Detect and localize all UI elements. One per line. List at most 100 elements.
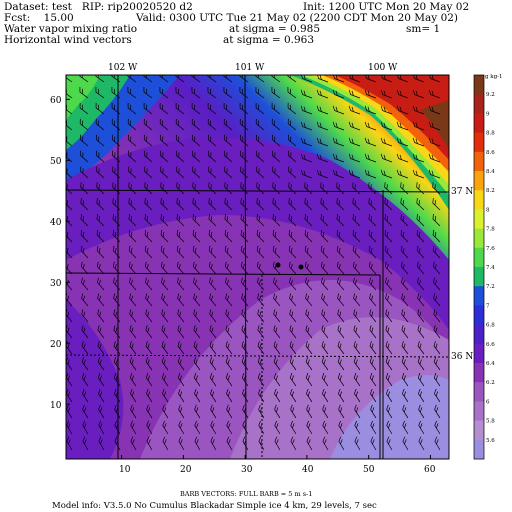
wind-barb (287, 118, 297, 131)
wind-barb (178, 420, 185, 435)
wind-barb (193, 357, 201, 371)
wind-barb (208, 198, 217, 211)
wind-barb (82, 420, 89, 435)
wind-barb (209, 341, 217, 355)
wind-barb (113, 372, 121, 387)
wind-barb (320, 213, 329, 227)
wind-barb (321, 325, 329, 339)
barb-legend: BARB VECTORS: FULL BARB = 5 m s-1 (180, 490, 312, 498)
colorbar-swatch (474, 209, 484, 230)
wind-barb (97, 325, 105, 339)
wind-barb (418, 420, 425, 435)
wind-barb (288, 198, 297, 211)
wind-barb (160, 166, 169, 179)
wind-barb (417, 293, 425, 307)
wind-barb (288, 166, 297, 179)
colorbar-swatch (474, 190, 484, 210)
wind-barb (401, 277, 409, 291)
wind-barb (322, 436, 329, 451)
wind-barb (224, 198, 233, 211)
wind-barb (369, 341, 377, 355)
wind-barb (369, 357, 377, 371)
wind-barb (225, 293, 233, 307)
wind-barb (287, 134, 297, 147)
wind-barb (161, 277, 169, 291)
wind-barb (177, 325, 185, 339)
wind-barb (337, 309, 345, 323)
wind-barb (96, 245, 105, 259)
wind-barb (256, 245, 265, 259)
wind-barb (304, 182, 313, 195)
wind-barb (111, 134, 121, 147)
wind-barb (208, 245, 217, 259)
wind-barb (352, 198, 361, 211)
wind-barb (352, 182, 361, 195)
wind-barb (160, 198, 169, 211)
wind-barb (241, 372, 249, 387)
wind-barb (306, 420, 313, 435)
wind-barb (332, 169, 345, 179)
wind-barb (98, 388, 105, 403)
wind-barb (288, 229, 297, 243)
wind-barb (289, 293, 297, 307)
right-axis-label: 36 N (451, 352, 473, 362)
wind-barb (114, 388, 121, 403)
wind-barb (240, 198, 249, 211)
wind-barb (207, 87, 217, 99)
wind-barb (336, 261, 345, 275)
wind-barb (210, 436, 217, 451)
wind-barb (95, 102, 105, 115)
colorbar-label: 8 (486, 207, 490, 213)
wind-barb (226, 420, 233, 435)
wind-barb (364, 137, 377, 147)
wind-barb (175, 118, 185, 131)
wind-barb (177, 372, 185, 387)
wind-barb (320, 198, 329, 211)
wind-barb (160, 213, 169, 227)
wind-barb (177, 293, 185, 307)
wind-barb (428, 153, 441, 163)
wind-barb (400, 182, 409, 195)
colorbar-swatch (474, 363, 484, 383)
wind-barb (316, 153, 329, 163)
wind-barb (98, 404, 105, 419)
wind-barb (300, 169, 313, 179)
wind-barb (80, 182, 89, 195)
wind-barb (337, 277, 345, 291)
wind-barb (81, 341, 89, 355)
wind-barb (81, 372, 89, 387)
wind-barb (368, 229, 377, 243)
wind-barb (241, 309, 249, 323)
colorbar-swatch (474, 171, 484, 191)
wind-barb (258, 436, 265, 451)
colorbar-unit: g kg-1 (485, 74, 502, 80)
wind-barb (96, 213, 105, 227)
wind-barb (352, 245, 361, 259)
wind-barb (304, 213, 313, 227)
wind-barb (80, 166, 89, 179)
wind-barb (242, 404, 249, 419)
wind-barb (348, 105, 361, 115)
wind-barb (273, 293, 281, 307)
wind-barb (96, 261, 105, 275)
wind-barb (305, 293, 313, 307)
wind-barb (400, 245, 409, 259)
wind-barb (178, 388, 185, 403)
wind-barb (428, 89, 441, 99)
wind-barb (428, 169, 441, 179)
wind-barb (145, 309, 153, 323)
wind-barb (144, 198, 153, 211)
wind-barb (353, 372, 361, 387)
wind-barb (80, 213, 89, 227)
wind-barb (305, 341, 313, 355)
wind-barb (66, 436, 73, 451)
wind-barb (412, 105, 425, 115)
wind-barb (146, 404, 153, 419)
wind-barb (370, 436, 377, 451)
wind-barb (161, 293, 169, 307)
wind-barb (320, 182, 329, 195)
wind-barb (306, 436, 313, 451)
model-info: Model info: V3.5.0 No Cumulus Blackadar … (52, 501, 377, 511)
wind-barb (271, 102, 281, 115)
wind-barb (272, 150, 281, 163)
